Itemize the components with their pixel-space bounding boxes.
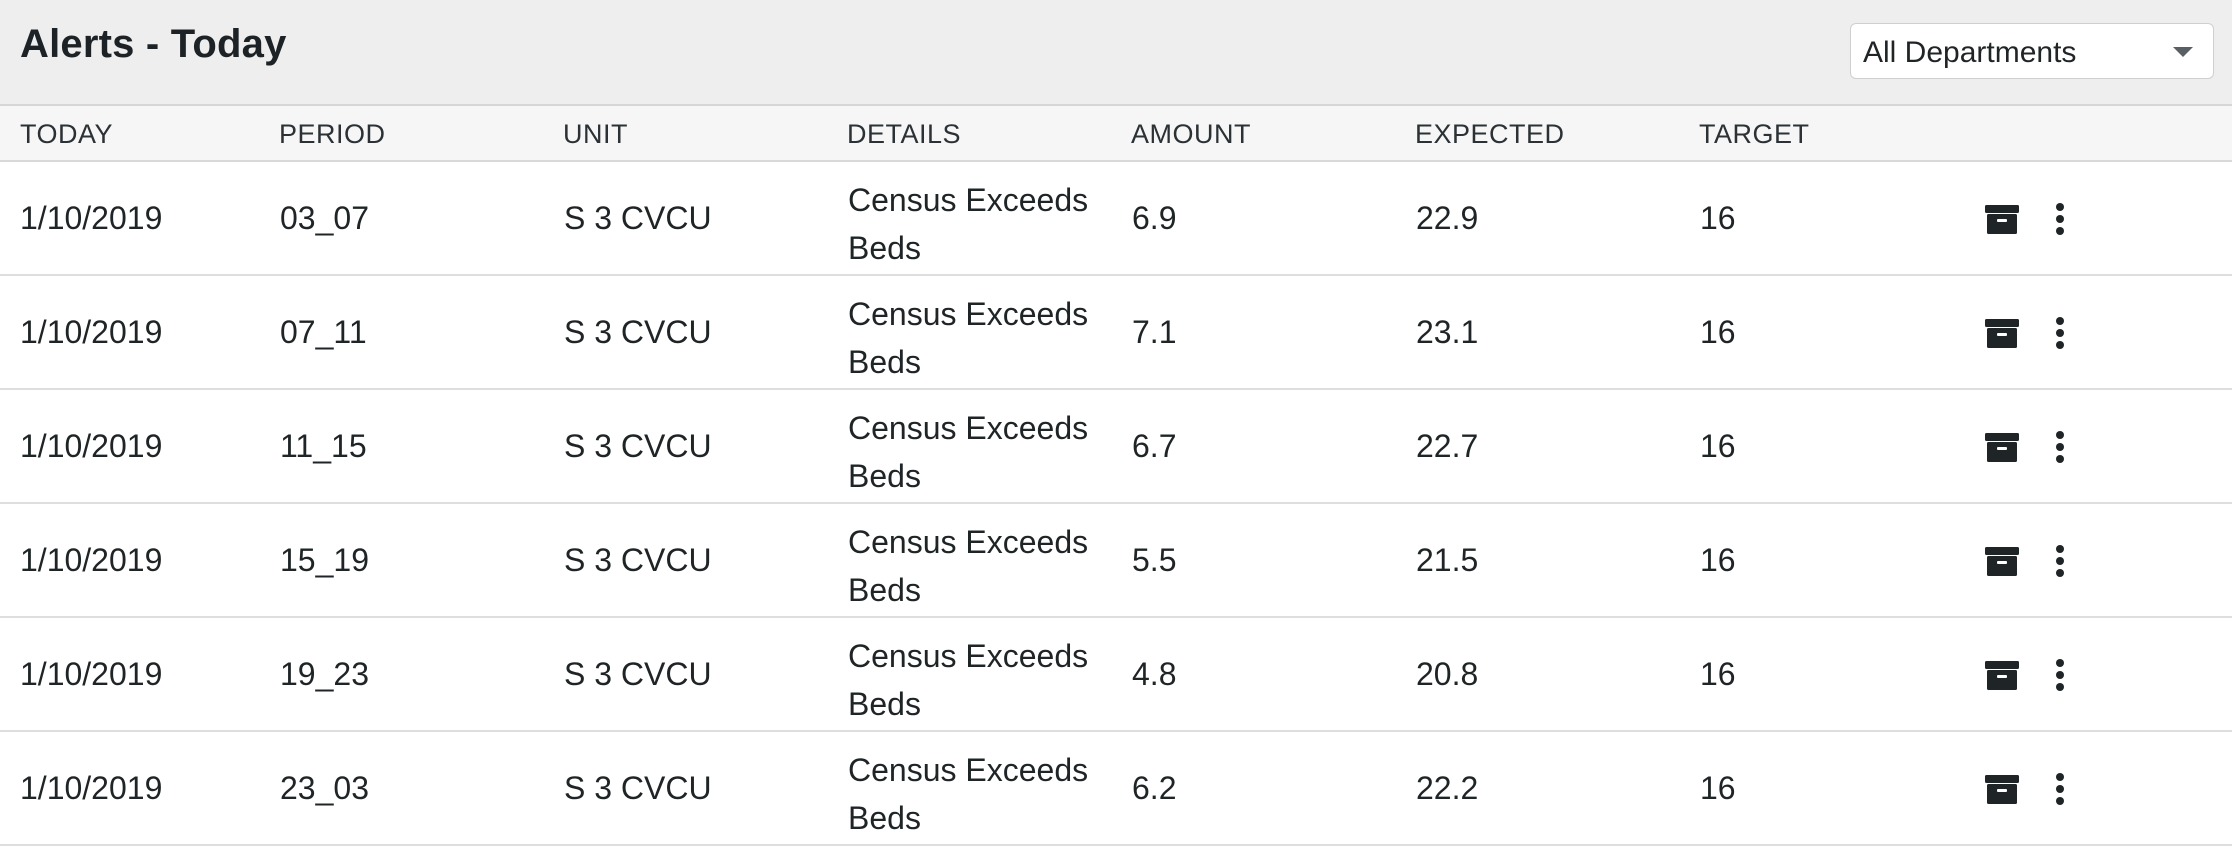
column-header-details[interactable]: DETAILS: [847, 119, 962, 149]
cell-today: 1/10/2019: [20, 428, 163, 464]
cell-today: 1/10/2019: [20, 542, 163, 578]
column-header-expected[interactable]: EXPECTED: [1415, 119, 1565, 149]
column-header-period[interactable]: PERIOD: [279, 119, 386, 149]
cell-expected: 22.9: [1416, 200, 1479, 236]
table-row[interactable]: 1/10/2019 03_07 S 3 CVCU Census Exceeds …: [0, 162, 2232, 276]
department-select[interactable]: All Departments: [1850, 23, 2214, 79]
cell-unit: S 3 CVCU: [564, 542, 712, 578]
cell-period: 03_07: [280, 200, 369, 236]
column-header-amount[interactable]: AMOUNT: [1131, 119, 1251, 149]
cell-unit: S 3 CVCU: [564, 314, 712, 350]
cell-target: 16: [1700, 542, 1736, 578]
cell-details: Census Exceeds Beds: [848, 752, 1089, 836]
cell-target: 16: [1700, 200, 1736, 236]
cell-details: Census Exceeds Beds: [848, 410, 1089, 494]
table-row[interactable]: 1/10/2019 07_11 S 3 CVCU Census Exceeds …: [0, 276, 2232, 390]
cell-expected: 23.1: [1416, 314, 1479, 350]
archive-icon[interactable]: [1982, 541, 2022, 581]
cell-today: 1/10/2019: [20, 314, 163, 350]
cell-target: 16: [1700, 428, 1736, 464]
cell-unit: S 3 CVCU: [564, 200, 712, 236]
table-header: TODAY PERIOD UNIT DETAILS AMOUNT EXPECTE…: [0, 106, 2232, 162]
more-vertical-icon[interactable]: [2040, 655, 2080, 695]
cell-today: 1/10/2019: [20, 770, 163, 806]
cell-today: 1/10/2019: [20, 200, 163, 236]
page-header: Alerts - Today All Departments: [0, 0, 2232, 106]
more-vertical-icon[interactable]: [2040, 769, 2080, 809]
archive-icon[interactable]: [1982, 769, 2022, 809]
more-vertical-icon[interactable]: [2040, 541, 2080, 581]
column-header-unit[interactable]: UNIT: [563, 119, 628, 149]
cell-period: 07_11: [280, 314, 367, 350]
cell-period: 11_15: [280, 428, 367, 464]
archive-icon[interactable]: [1982, 313, 2022, 353]
cell-amount: 5.5: [1132, 542, 1177, 578]
more-vertical-icon[interactable]: [2040, 313, 2080, 353]
department-select-value: All Departments: [1863, 36, 2077, 69]
table-row[interactable]: 1/10/2019 19_23 S 3 CVCU Census Exceeds …: [0, 618, 2232, 732]
chevron-down-icon: [2173, 47, 2193, 57]
cell-period: 15_19: [280, 542, 369, 578]
cell-details: Census Exceeds Beds: [848, 296, 1089, 380]
cell-unit: S 3 CVCU: [564, 770, 712, 806]
cell-target: 16: [1700, 656, 1736, 692]
cell-period: 23_03: [280, 770, 369, 806]
more-vertical-icon[interactable]: [2040, 199, 2080, 239]
cell-target: 16: [1700, 770, 1736, 806]
cell-amount: 7.1: [1132, 314, 1177, 350]
table-row[interactable]: 1/10/2019 11_15 S 3 CVCU Census Exceeds …: [0, 390, 2232, 504]
cell-unit: S 3 CVCU: [564, 656, 712, 692]
cell-expected: 22.2: [1416, 770, 1479, 806]
table-row[interactable]: 1/10/2019 15_19 S 3 CVCU Census Exceeds …: [0, 504, 2232, 618]
cell-amount: 6.2: [1132, 770, 1177, 806]
archive-icon[interactable]: [1982, 655, 2022, 695]
cell-unit: S 3 CVCU: [564, 428, 712, 464]
cell-expected: 22.7: [1416, 428, 1479, 464]
archive-icon[interactable]: [1982, 427, 2022, 467]
cell-details: Census Exceeds Beds: [848, 182, 1089, 266]
cell-target: 16: [1700, 314, 1736, 350]
cell-today: 1/10/2019: [20, 656, 163, 692]
cell-expected: 20.8: [1416, 656, 1479, 692]
archive-icon[interactable]: [1982, 199, 2022, 239]
column-header-target[interactable]: TARGET: [1699, 119, 1810, 149]
cell-period: 19_23: [280, 656, 369, 692]
more-vertical-icon[interactable]: [2040, 427, 2080, 467]
cell-details: Census Exceeds Beds: [848, 524, 1089, 608]
page-title: Alerts - Today: [20, 22, 287, 66]
cell-expected: 21.5: [1416, 542, 1479, 578]
column-header-today[interactable]: TODAY: [20, 119, 114, 149]
cell-amount: 6.9: [1132, 200, 1177, 236]
cell-amount: 6.7: [1132, 428, 1177, 464]
table-row[interactable]: 1/10/2019 23_03 S 3 CVCU Census Exceeds …: [0, 732, 2232, 846]
cell-amount: 4.8: [1132, 656, 1177, 692]
cell-details: Census Exceeds Beds: [848, 638, 1089, 722]
